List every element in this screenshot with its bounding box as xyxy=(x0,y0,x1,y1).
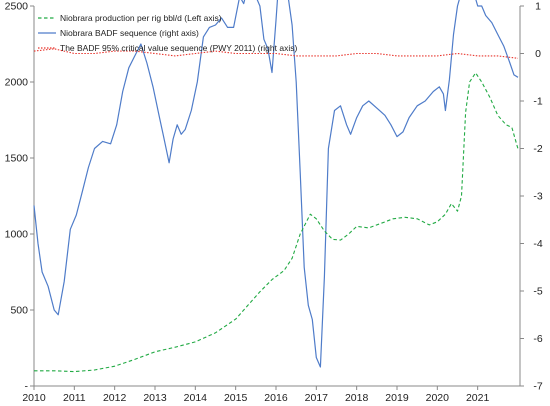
x-tick-label: 2018 xyxy=(345,392,369,404)
right-tick-label: -4 xyxy=(533,238,542,250)
x-tick-label: 2021 xyxy=(466,392,490,404)
right-tick-label: -7 xyxy=(533,381,542,393)
x-tick-label: 2010 xyxy=(22,392,46,404)
x-tick-label: 2012 xyxy=(103,392,127,404)
right-tick-label: -6 xyxy=(533,333,542,345)
right-tick-label: -2 xyxy=(533,143,542,155)
right-tick-label: -3 xyxy=(533,191,542,203)
left-tick-label: 2000 xyxy=(5,77,29,89)
left-tick-label: 500 xyxy=(10,305,28,317)
series-line-1 xyxy=(34,72,519,373)
series-line-2 xyxy=(33,0,519,368)
plot-frame xyxy=(33,6,521,387)
left-tick-label: - xyxy=(25,381,29,393)
left-tick-label: 1000 xyxy=(5,229,29,241)
right-axis-ticks: 1 0 -1 -2 -3 -4 -5 -6 -7 xyxy=(520,1,543,393)
x-axis-ticks: 2010 2011 2012 2013 2014 2015 2016 2017 2018 2019… xyxy=(22,386,489,404)
legend-label-3: The BADF 95% critical value sequence (PW… xyxy=(60,43,297,53)
series-line-3 xyxy=(33,48,519,59)
x-tick-label: 2014 xyxy=(184,392,208,404)
x-tick-label: 2020 xyxy=(426,392,450,404)
right-tick-label: -1 xyxy=(533,96,542,108)
right-tick-label: 1 xyxy=(535,1,541,13)
legend: Niobrara production per rig bbl/d (Left … xyxy=(38,13,297,53)
x-tick-label: 2019 xyxy=(385,392,409,404)
x-tick-label: 2011 xyxy=(63,392,86,404)
legend-label-1: Niobrara production per rig bbl/d (Left … xyxy=(60,13,222,23)
x-tick-label: 2016 xyxy=(264,392,288,404)
left-tick-label: 2500 xyxy=(5,1,29,13)
right-tick-label: 0 xyxy=(535,48,541,60)
right-tick-label: -5 xyxy=(533,286,542,298)
left-axis-ticks: - 500 1000 1500 2000 2500 xyxy=(5,1,34,393)
x-tick-label: 2015 xyxy=(224,392,248,404)
left-tick-label: 1500 xyxy=(5,153,29,165)
series-layer xyxy=(33,0,519,373)
x-tick-label: 2013 xyxy=(143,392,167,404)
legend-label-2: Niobrara BADF sequence (right axis) xyxy=(60,28,199,38)
x-tick-label: 2017 xyxy=(305,392,329,404)
